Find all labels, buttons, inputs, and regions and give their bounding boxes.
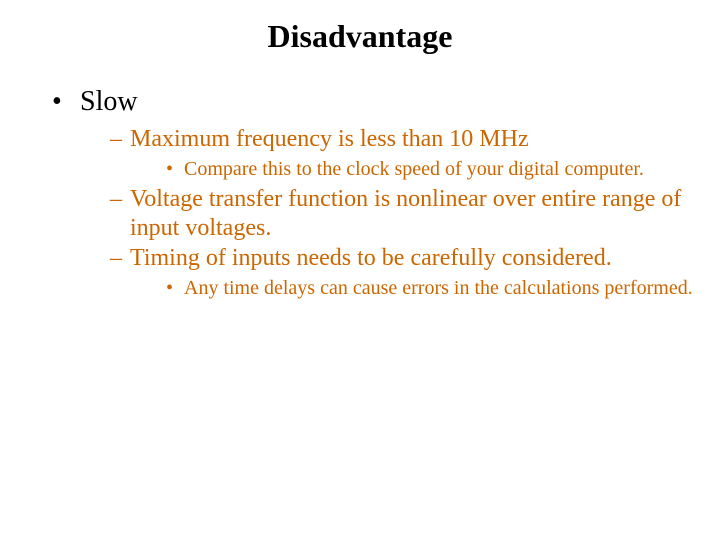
bullet-list-level3: Compare this to the clock speed of your … (130, 157, 720, 181)
bullet-list-level3: Any time delays can cause errors in the … (130, 276, 720, 300)
list-item: Compare this to the clock speed of your … (166, 157, 720, 181)
list-item: Maximum frequency is less than 10 MHz Co… (110, 125, 720, 182)
bullet-text: Any time delays can cause errors in the … (184, 277, 693, 299)
list-item: Timing of inputs needs to be carefully c… (110, 244, 720, 301)
bullet-list-level2: Maximum frequency is less than 10 MHz Co… (80, 125, 720, 301)
slide-title: Disadvantage (0, 0, 720, 85)
bullet-text: Maximum frequency is less than 10 MHz (130, 126, 529, 152)
bullet-list-level1: Slow Maximum frequency is less than 10 M… (0, 85, 720, 301)
slide: Disadvantage Slow Maximum frequency is l… (0, 0, 720, 540)
bullet-text: Timing of inputs needs to be carefully c… (130, 245, 612, 271)
bullet-text: Voltage transfer function is nonlinear o… (130, 186, 681, 240)
list-item: Any time delays can cause errors in the … (166, 276, 720, 300)
bullet-text: Slow (80, 86, 138, 117)
list-item: Voltage transfer function is nonlinear o… (110, 185, 720, 242)
bullet-text: Compare this to the clock speed of your … (184, 158, 644, 180)
list-item: Slow Maximum frequency is less than 10 M… (52, 85, 720, 301)
